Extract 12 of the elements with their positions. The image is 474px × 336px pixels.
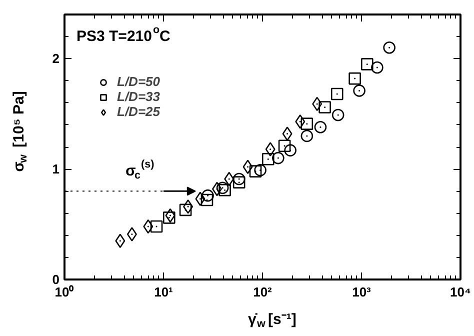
legend-label: L/D=50 [117,74,160,89]
y-axis-title: σw [10⁵ Pa] [10,91,30,172]
legend-label: L/D=33 [117,89,160,104]
y-tick-label: 2 [52,51,60,66]
x-tick-label: 10² [253,284,273,300]
legend-label: L/D=25 [117,104,160,119]
x-tick-label: 10⁴ [450,284,471,300]
x-tick-label: 10¹ [154,284,173,300]
x-tick-label: 10³ [352,284,372,300]
y-tick-label: 1 [52,162,60,177]
y-tick-label: 0 [52,272,60,287]
x-tick-label: 10⁰ [54,284,74,300]
